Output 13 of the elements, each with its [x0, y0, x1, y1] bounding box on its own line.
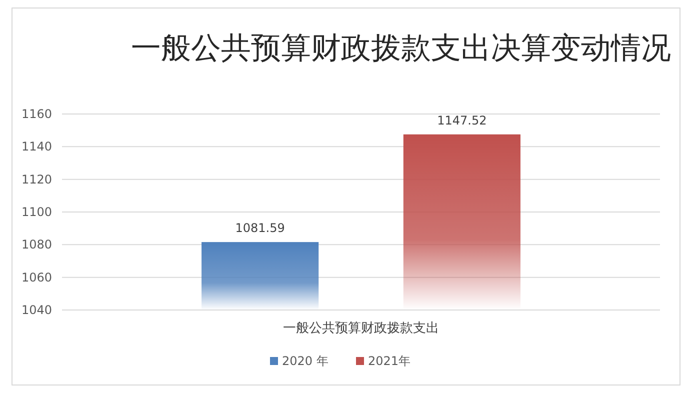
y-tick-label: 1060	[21, 270, 52, 284]
y-tick-label: 1080	[21, 238, 52, 252]
y-tick-label: 1160	[21, 107, 52, 121]
legend-label: 2020 年	[282, 354, 328, 368]
y-tick-label: 1140	[21, 140, 52, 154]
legend-label: 2021年	[368, 354, 411, 368]
chart-title: 一般公共预算财政拨款支出决算变动情况	[131, 31, 671, 66]
data-label: 1147.52	[437, 113, 487, 128]
y-tick-label: 1100	[21, 205, 52, 219]
y-tick-label: 1040	[21, 303, 52, 317]
y-tick-label: 1120	[21, 172, 52, 186]
x-tick-label: 一般公共预算财政拨款支出	[283, 321, 439, 336]
data-label: 1081.59	[235, 221, 285, 236]
